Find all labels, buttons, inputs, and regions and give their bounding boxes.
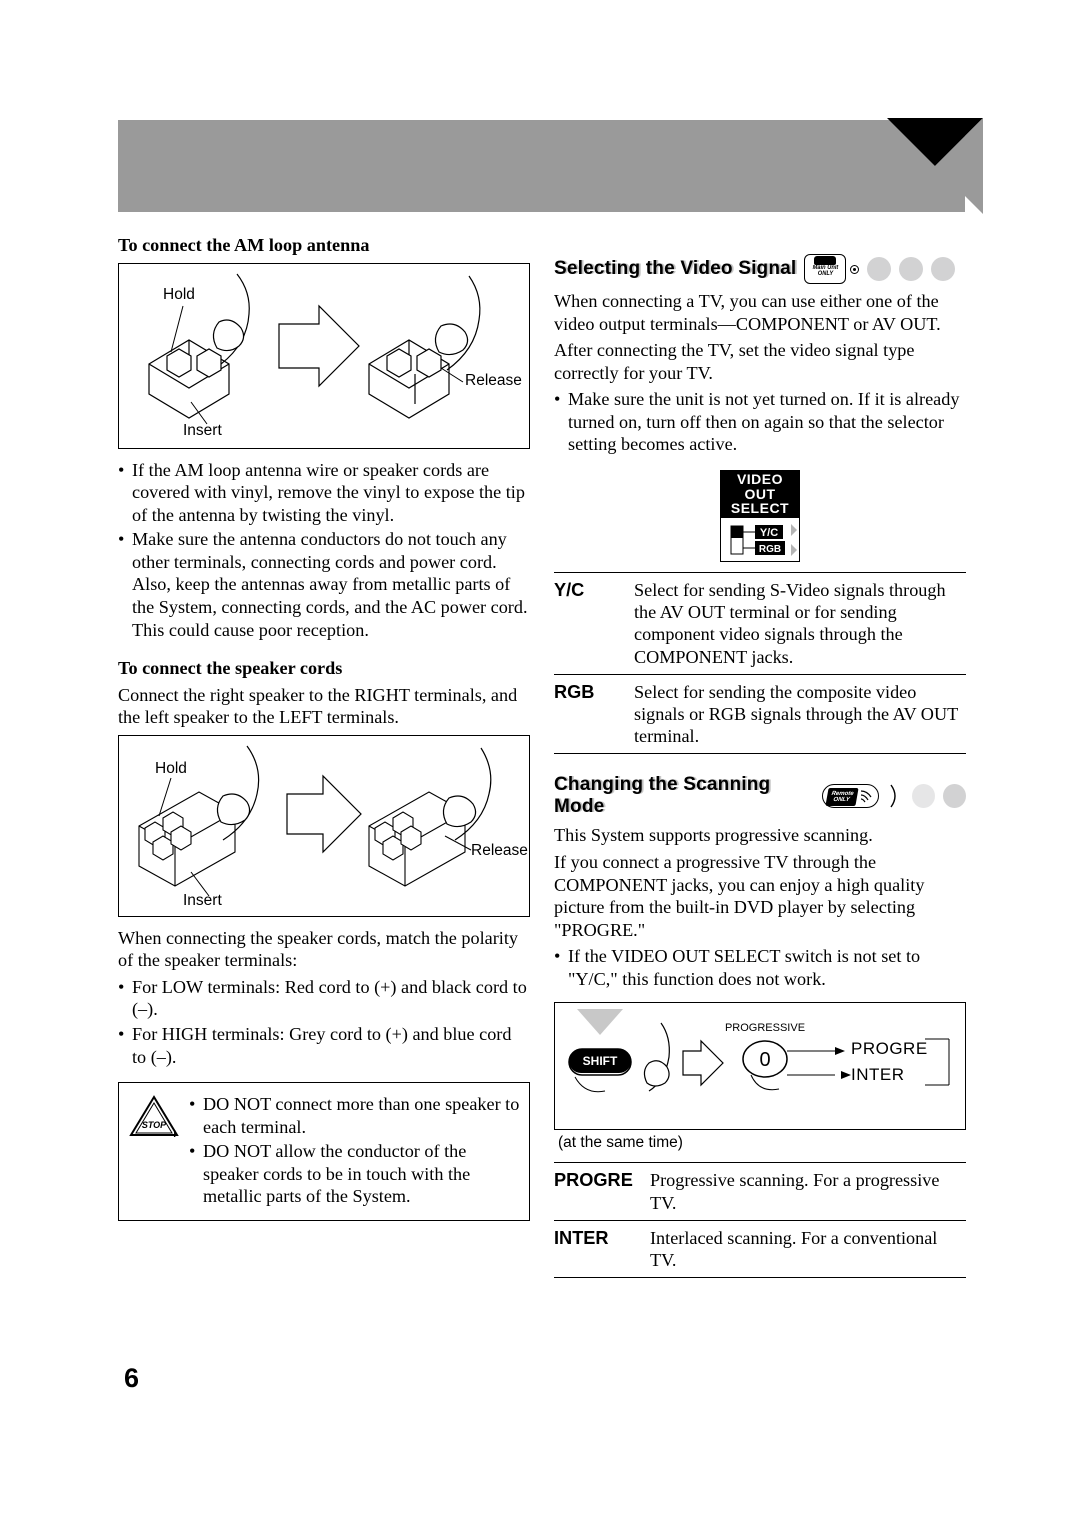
heading-speaker-cords: To connect the speaker cords — [118, 657, 530, 680]
label-release: Release — [465, 372, 522, 390]
video-signal-options-table: Y/C Select for sending S-Video signals t… — [554, 572, 966, 754]
option-key-progre: PROGRE — [554, 1163, 650, 1220]
section-video-signal-header: Selecting the Video Signal Main UnitONLY — [554, 254, 966, 284]
page-number: 6 — [124, 1363, 139, 1394]
label-progre: PROGRE — [851, 1039, 928, 1059]
grey-dot-icon — [867, 257, 891, 281]
sec2-p2: If you connect a progressive TV through … — [554, 851, 966, 941]
section-title-video: Selecting the Video Signal — [554, 258, 796, 280]
option-val-rgb: Select for sending the composite video s… — [634, 674, 966, 753]
scanning-mode-options-table: PROGRE Progressive scanning. For a progr… — [554, 1162, 966, 1278]
sec2-p1: This System supports progressive scannin… — [554, 824, 966, 847]
svg-text:!: ! — [173, 1129, 176, 1140]
page: To connect the AM loop antenna — [0, 0, 1080, 1528]
option-key-rgb: RGB — [554, 674, 634, 753]
option-val-yc: Select for sending S-Video signals throu… — [634, 573, 966, 675]
bullet-am-2-text: Make sure the antenna conductors do not … — [132, 528, 530, 641]
option-val-inter: Interlaced scanning. For a conventional … — [650, 1220, 966, 1277]
two-column-layout: To connect the AM loop antenna — [118, 234, 965, 1278]
speaker-p2: When connecting the speaker cords, match… — [118, 927, 530, 972]
grey-dot-icon — [899, 257, 923, 281]
sec2-bullet-1-text: If the VIDEO OUT SELECT switch is not se… — [568, 945, 966, 990]
table-row: Y/C Select for sending S-Video signals t… — [554, 573, 966, 675]
stop-bullet-2-text: DO NOT allow the conductor of the speake… — [203, 1140, 521, 1208]
stop-bullet-1: •DO NOT connect more than one speaker to… — [189, 1093, 521, 1138]
scanning-mode-diagram-icon: SHIFT PROGRESSIVE 0 — [555, 1003, 967, 1131]
main-unit-only-badge-icon: Main UnitONLY — [804, 254, 846, 284]
label-insert-2: Insert — [183, 892, 222, 910]
figure-speaker-cords: Hold Insert Release — [118, 735, 530, 917]
svg-text:0: 0 — [759, 1049, 770, 1071]
section-scanning-mode-header: Changing the Scanning Mode RemoteONLY — [554, 774, 966, 818]
bullet-sp-1: •For LOW terminals: Red cord to (+) and … — [118, 976, 530, 1021]
scanning-mode-diagram: SHIFT PROGRESSIVE 0 — [554, 1002, 966, 1130]
right-column: Selecting the Video Signal Main UnitONLY… — [554, 234, 966, 1278]
svg-text:SHIFT: SHIFT — [583, 1054, 618, 1068]
svg-text:PROGRESSIVE: PROGRESSIVE — [725, 1022, 805, 1034]
bullet-sp-2-text: For HIGH terminals: Grey cord to (+) and… — [132, 1023, 530, 1068]
remote-only-badge-icon: RemoteONLY — [822, 784, 879, 808]
header-bar — [118, 120, 965, 212]
heading-am-antenna: To connect the AM loop antenna — [118, 234, 530, 257]
bracket-icon — [887, 783, 904, 809]
left-column: To connect the AM loop antenna — [118, 234, 530, 1278]
stop-icon: STOP ! — [127, 1093, 181, 1210]
label-hold: Hold — [163, 286, 195, 304]
bullet-am-2: •Make sure the antenna conductors do not… — [118, 528, 530, 641]
label-release-2: Release — [471, 842, 528, 860]
speaker-p1: Connect the right speaker to the RIGHT t… — [118, 684, 530, 729]
option-key-inter: INTER — [554, 1220, 650, 1277]
bullet-am-1-text: If the AM loop antenna wire or speaker c… — [132, 459, 530, 527]
label-insert: Insert — [183, 422, 222, 440]
bullet-sp-1-text: For LOW terminals: Red cord to (+) and b… — [132, 976, 530, 1021]
figure-am-antenna: Hold Insert Release — [118, 263, 530, 449]
stop-bullet-2: •DO NOT allow the conductor of the speak… — [189, 1140, 521, 1208]
stop-bullet-1-text: DO NOT connect more than one speaker to … — [203, 1093, 521, 1138]
sec1-p2: After connecting the TV, set the video s… — [554, 339, 966, 384]
video-out-select-diagram: VIDEOOUTSELECT Y/C RGB — [720, 470, 800, 562]
indicator-dot-icon — [850, 265, 859, 274]
grey-dot-icon — [943, 784, 966, 808]
video-out-select-label: VIDEOOUTSELECT — [720, 470, 800, 518]
svg-text:RGB: RGB — [759, 544, 781, 555]
video-out-select-switch-icon: Y/C RGB — [721, 518, 799, 562]
label-inter: INTER — [851, 1065, 905, 1085]
table-row: INTER Interlaced scanning. For a convent… — [554, 1220, 966, 1277]
svg-text:Y/C: Y/C — [760, 527, 778, 539]
sec1-bullet-1-text: Make sure the unit is not yet turned on.… — [568, 388, 966, 456]
sec1-bullet-1: •Make sure the unit is not yet turned on… — [554, 388, 966, 456]
table-row: RGB Select for sending the composite vid… — [554, 674, 966, 753]
bullet-sp-2: •For HIGH terminals: Grey cord to (+) an… — [118, 1023, 530, 1068]
grey-dot-icon — [912, 784, 935, 808]
label-hold-2: Hold — [155, 760, 187, 778]
table-row: PROGRE Progressive scanning. For a progr… — [554, 1163, 966, 1220]
option-val-progre: Progressive scanning. For a progressive … — [650, 1163, 966, 1220]
sec2-bullet-1: •If the VIDEO OUT SELECT switch is not s… — [554, 945, 966, 990]
sec1-p1: When connecting a TV, you can use either… — [554, 290, 966, 335]
corner-triangle-icon — [887, 118, 983, 214]
grey-dot-icon — [931, 257, 955, 281]
option-key-yc: Y/C — [554, 573, 634, 675]
bullet-am-1: •If the AM loop antenna wire or speaker … — [118, 459, 530, 527]
section-title-scanning: Changing the Scanning Mode — [554, 774, 814, 818]
caution-box: STOP ! •DO NOT connect more than one spe… — [118, 1082, 530, 1221]
scan-caption: (at the same time) — [558, 1134, 966, 1152]
svg-text:STOP: STOP — [142, 1120, 167, 1130]
